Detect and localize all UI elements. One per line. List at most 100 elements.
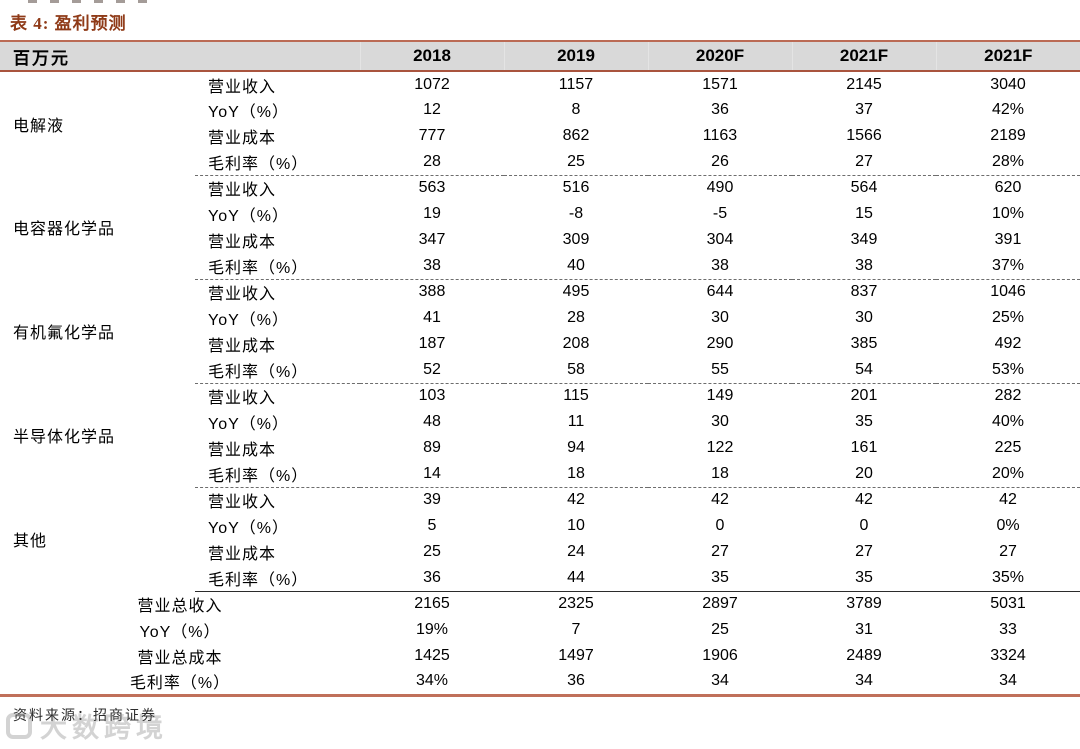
unit-label: 百万元 xyxy=(0,40,360,72)
data-cell: 25% xyxy=(991,309,1025,326)
data-cell: 30 xyxy=(711,309,729,326)
data-cell: 28 xyxy=(360,149,504,176)
data-cell: 42 xyxy=(711,491,729,509)
data-cell: 103 xyxy=(418,387,446,405)
data-cell: 58 xyxy=(504,357,648,384)
data-cell: 94 xyxy=(567,439,585,456)
data-cell: 0% xyxy=(996,517,1020,534)
data-cell: 564 xyxy=(850,179,878,197)
data-cell: 48 xyxy=(423,413,441,430)
data-cell: 31 xyxy=(855,621,873,638)
table-row: YoY（%） 19 -8 -5 15 10% xyxy=(0,201,1080,227)
table-row: 营业成本 187 208 290 385 492 xyxy=(0,331,1080,357)
data-cell: 388 xyxy=(418,283,446,301)
data-cell: 12 xyxy=(423,101,441,118)
data-cell: 10% xyxy=(991,205,1025,222)
metric-label: 营业成本 xyxy=(208,338,277,355)
table-row: 营业成本 89 94 122 161 225 xyxy=(0,435,1080,461)
data-cell: 1425 xyxy=(414,647,450,664)
data-cell: 27 xyxy=(855,543,873,560)
data-cell: 42 xyxy=(567,491,585,509)
data-cell: 44 xyxy=(504,565,648,592)
data-cell: 0 xyxy=(859,517,869,534)
data-cell: 24 xyxy=(567,543,585,560)
data-cell: 34 xyxy=(936,669,1080,697)
table-row: 毛利率（%） 28 25 26 27 28% xyxy=(0,149,1080,176)
summary-row: 营业总成本 1425 1497 1906 2489 3324 xyxy=(0,643,1080,669)
table-row: 半导体化学品 营业收入 103 115 149 201 282 xyxy=(0,383,1080,446)
table-row: YoY（%） 5 10 0 0 0% xyxy=(0,513,1080,539)
data-cell: 15 xyxy=(855,205,873,222)
table-row: YoY（%） 48 11 30 35 40% xyxy=(0,409,1080,435)
data-cell: 304 xyxy=(706,231,734,248)
data-cell: 1046 xyxy=(990,283,1026,301)
data-cell: 25 xyxy=(504,149,648,176)
metric-label: 营业收入 xyxy=(208,78,277,96)
data-cell: 349 xyxy=(850,231,878,248)
column-header-2020f: 2020F xyxy=(647,40,792,72)
data-cell: 25 xyxy=(711,621,729,638)
group-name: 其他 xyxy=(13,533,48,550)
data-cell: 290 xyxy=(706,335,734,352)
source-note: 资料来源：招商证券 xyxy=(13,708,157,724)
data-cell: 3789 xyxy=(846,595,882,613)
data-cell: 39 xyxy=(423,491,441,509)
metric-label: YoY（%） xyxy=(208,416,290,433)
data-cell: 20% xyxy=(936,461,1080,488)
data-cell: 28 xyxy=(567,309,585,326)
table-row: 营业成本 347 309 304 349 391 xyxy=(0,227,1080,253)
data-cell: 282 xyxy=(994,387,1022,405)
column-header-2018: 2018 xyxy=(359,40,504,72)
data-cell: -8 xyxy=(568,205,584,222)
profit-forecast-table: 百万元 2018 2019 2020F 2021F 2021F 电解液 营业收入 1… xyxy=(0,40,1080,697)
metric-label: 毛利率（%） xyxy=(195,565,360,592)
data-cell: 41 xyxy=(423,309,441,326)
data-cell: 777 xyxy=(418,127,446,144)
metric-label: 营业收入 xyxy=(208,286,277,304)
data-cell: 385 xyxy=(850,335,878,352)
data-cell: 35 xyxy=(792,565,936,592)
metric-label: 营业收入 xyxy=(208,494,277,512)
table-row: 毛利率（%） 38 40 38 38 37% xyxy=(0,253,1080,280)
data-cell: 27 xyxy=(711,543,729,560)
data-cell: 26 xyxy=(648,149,792,176)
table-row: 营业成本 777 862 1163 1566 2189 xyxy=(0,123,1080,149)
data-cell: 10 xyxy=(567,517,585,534)
table-row: 电容器化学品 营业收入 563 516 490 564 620 xyxy=(0,175,1080,238)
data-cell: 201 xyxy=(850,387,878,405)
data-cell: 837 xyxy=(850,283,878,301)
metric-label: 营业收入 xyxy=(208,390,277,408)
table-row: 营业成本 25 24 27 27 27 xyxy=(0,539,1080,565)
data-cell: 34 xyxy=(792,669,936,697)
data-cell: 34 xyxy=(648,669,792,697)
table-header: 百万元 2018 2019 2020F 2021F 2021F xyxy=(0,40,1080,72)
data-cell: 391 xyxy=(994,231,1022,248)
metric-label: 毛利率（%） xyxy=(195,461,360,488)
data-cell: 36 xyxy=(360,565,504,592)
data-cell: 35% xyxy=(936,565,1080,592)
metric-label: 营业成本 xyxy=(208,234,277,251)
data-cell: 862 xyxy=(562,127,590,144)
data-cell: 30 xyxy=(855,309,873,326)
group-section: 其他 营业收入 39 42 42 42 42 YoY（%） 5 10 0 0 0% 营业成本 25 24 27 2… xyxy=(0,487,1080,592)
metric-label: 营业成本 xyxy=(208,130,277,147)
header-row: 百万元 2018 2019 2020F 2021F 2021F xyxy=(0,40,1080,72)
data-cell: 3324 xyxy=(990,647,1026,664)
summary-row: YoY（%） 19% 7 25 31 33 xyxy=(0,617,1080,643)
data-cell: 36 xyxy=(504,669,648,697)
data-cell: 37 xyxy=(855,101,873,118)
data-cell: 28% xyxy=(936,149,1080,176)
data-cell: 11 xyxy=(567,413,585,430)
data-cell: 1157 xyxy=(558,75,594,93)
data-cell: 309 xyxy=(562,231,590,248)
data-cell: 1906 xyxy=(702,647,738,664)
column-header-2021f-2: 2021F xyxy=(935,40,1080,72)
summary-label: YoY（%） xyxy=(139,624,221,641)
metric-label: 营业成本 xyxy=(208,546,277,563)
data-cell: 1566 xyxy=(846,127,882,144)
data-cell: 54 xyxy=(792,357,936,384)
data-cell: 42 xyxy=(999,491,1017,509)
data-cell: 347 xyxy=(418,231,446,248)
data-cell: 208 xyxy=(562,335,590,352)
data-cell: 8 xyxy=(571,101,581,118)
